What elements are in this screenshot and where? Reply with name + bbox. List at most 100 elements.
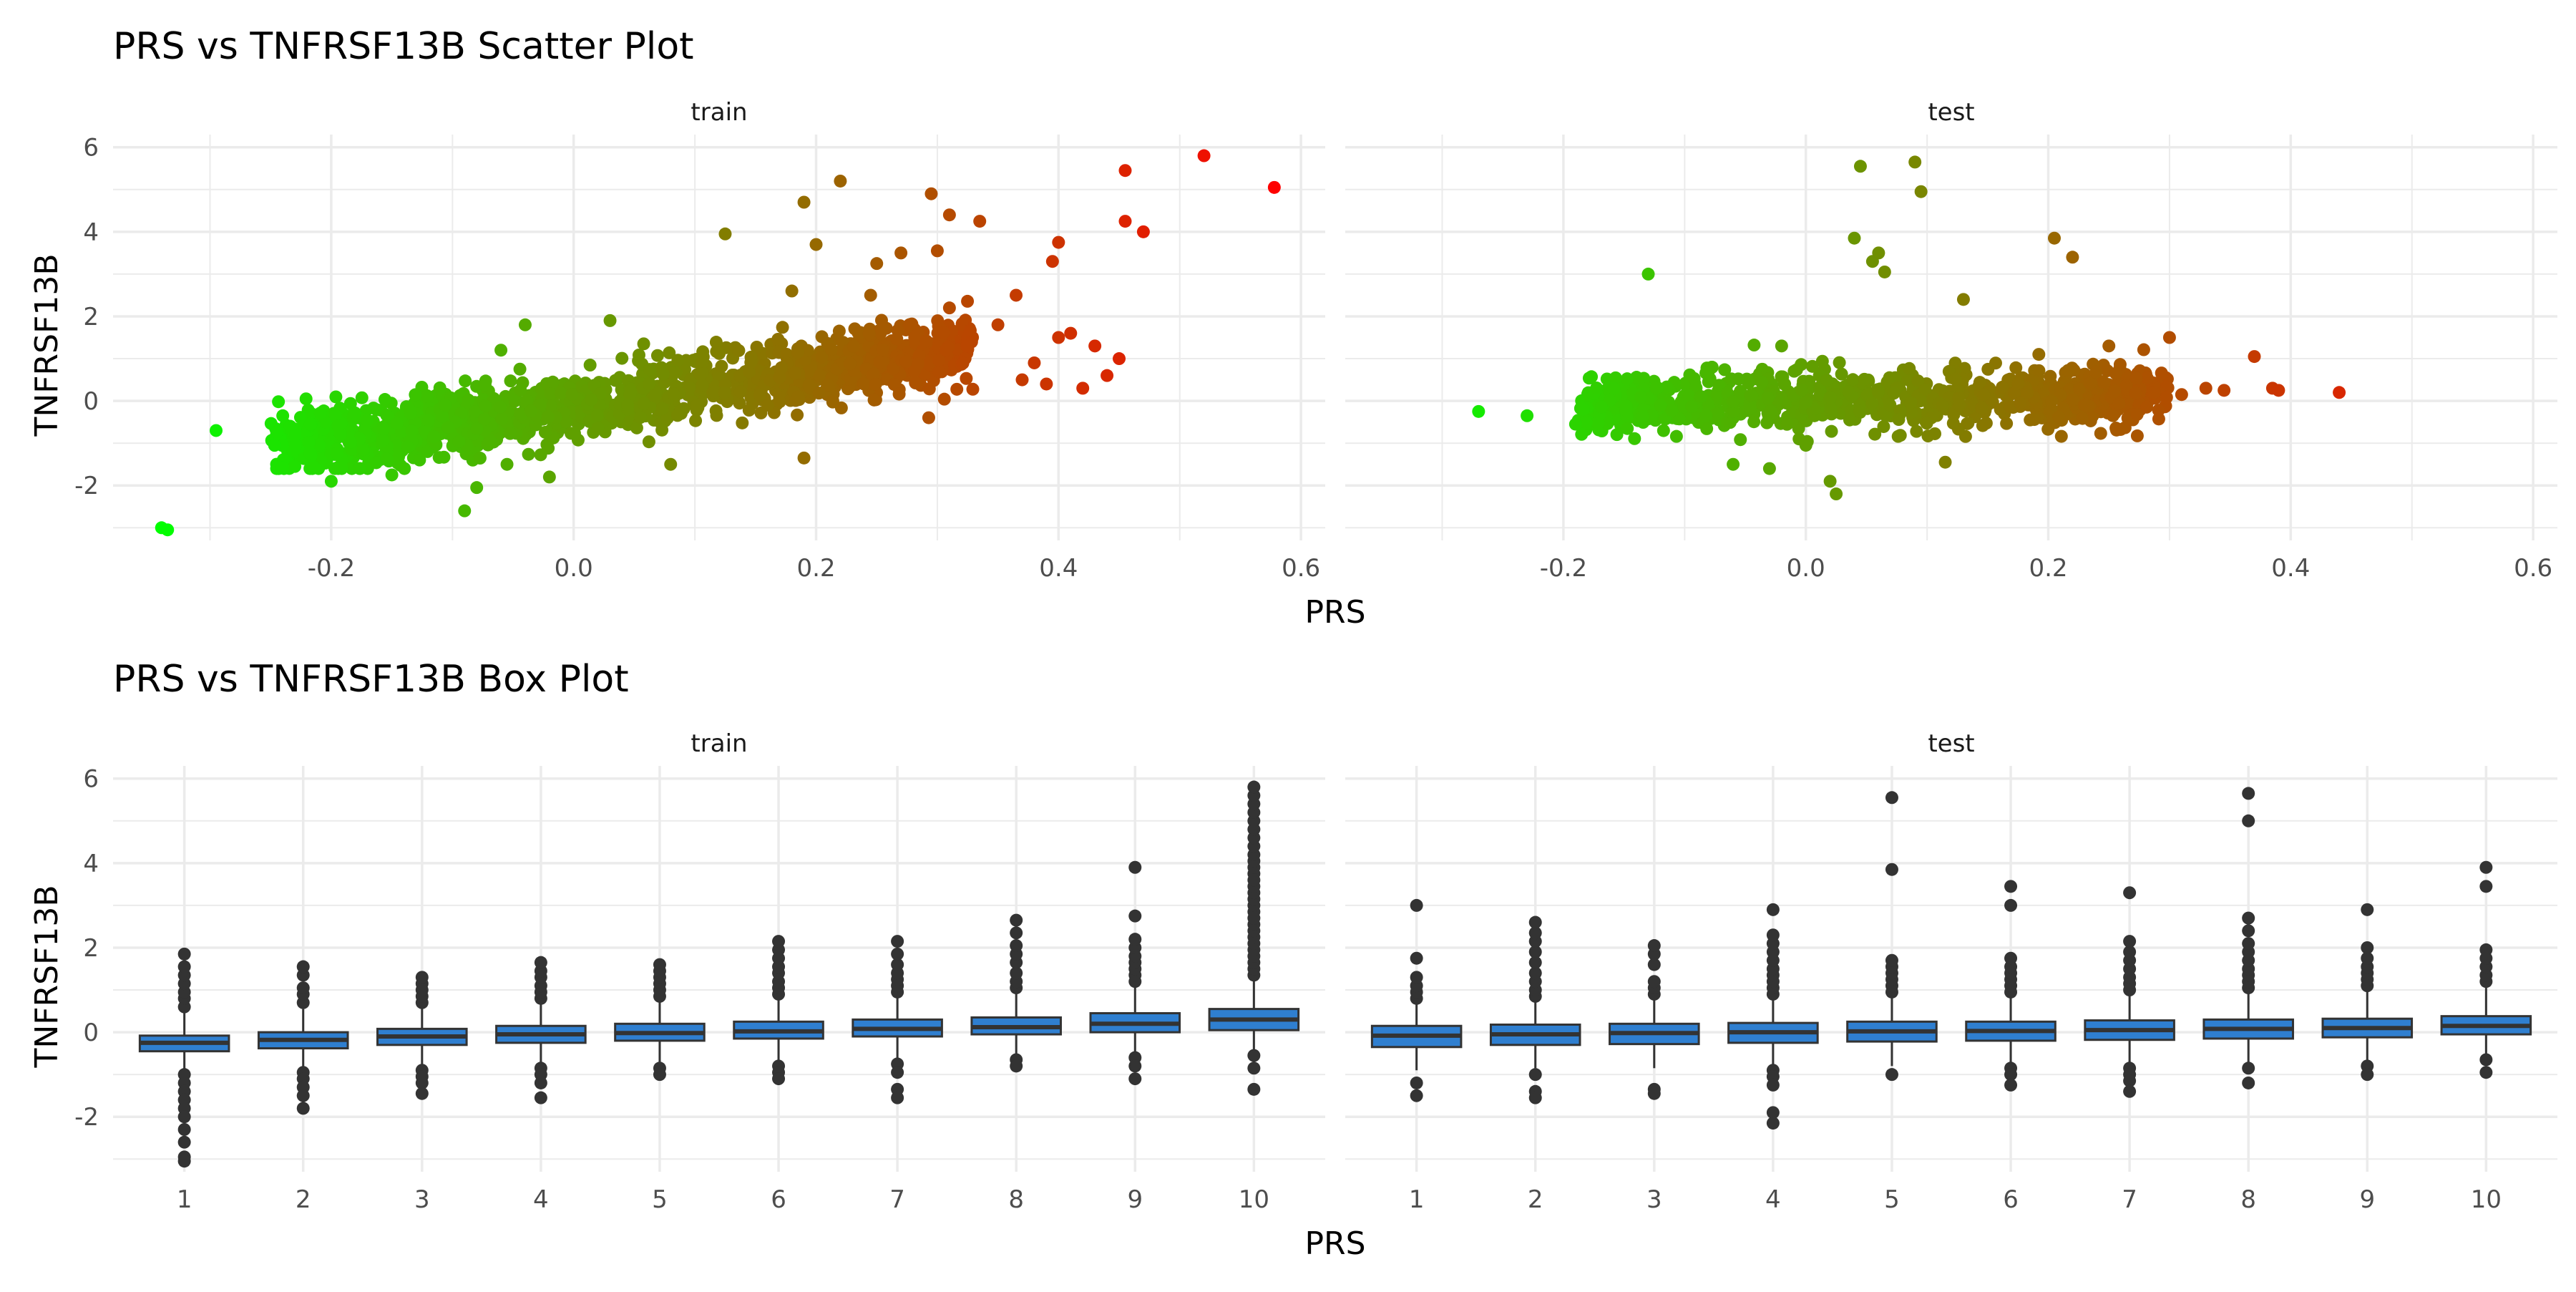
box-outlier: [1528, 956, 1542, 969]
scatter-point: [744, 356, 758, 369]
scatter-point: [743, 365, 756, 379]
scatter-point: [390, 417, 404, 430]
scatter-point: [504, 374, 517, 388]
scatter-point: [1744, 402, 1757, 415]
scatter-point: [513, 362, 527, 376]
scatter-point: [495, 412, 509, 426]
scatter-point: [912, 357, 925, 371]
scatter-point: [299, 392, 313, 406]
scatter-point: [642, 377, 655, 391]
scatter-point: [1665, 404, 1679, 417]
scatter-point: [2102, 339, 2116, 353]
scatter-point: [1744, 389, 1757, 402]
scatter-point: [1865, 397, 1878, 410]
box-outlier: [296, 981, 310, 995]
box-facet-label-train: train: [691, 729, 747, 758]
scatter-point: [834, 174, 847, 188]
box-chart-title: PRS vs TNFRSF13B Box Plot: [113, 658, 629, 701]
box-outlier: [1528, 1091, 1542, 1104]
scatter-point: [924, 187, 938, 200]
box-outlier: [2123, 886, 2137, 900]
scatter-point: [2106, 409, 2119, 422]
scatter-point: [1742, 377, 1755, 390]
scatter-panel-train: -0.2 0.0 0.2 0.4 0.6 -2 0 2 4 6: [74, 134, 1325, 583]
scatter-point: [937, 326, 950, 339]
scatter-point: [1858, 372, 1871, 386]
scatter-point: [1892, 413, 1906, 427]
x-tick-label: 9: [2359, 1185, 2375, 1214]
scatter-point: [2066, 251, 2079, 264]
x-tick-label: 4: [533, 1185, 549, 1214]
box-outlier: [1128, 1059, 1142, 1073]
scatter-point: [1878, 265, 1891, 278]
scatter-point: [909, 376, 922, 389]
box-outlier: [2242, 1076, 2255, 1089]
x-tick-label: 10: [2471, 1185, 2502, 1214]
box-outlier: [1247, 1062, 1261, 1075]
scatter-point: [1590, 382, 1604, 395]
scatter-point: [643, 363, 656, 377]
scatter-point: [773, 371, 786, 384]
scatter-point: [590, 409, 604, 422]
box-outlier: [534, 956, 547, 969]
scatter-point: [1853, 404, 1866, 418]
scatter-point: [1830, 487, 1843, 501]
scatter-point: [1883, 398, 1897, 412]
box-outlier: [415, 1087, 429, 1100]
scatter-point: [398, 462, 411, 475]
box-outlier: [2479, 943, 2493, 956]
scatter-point: [921, 356, 935, 370]
box-outlier: [2479, 1066, 2493, 1079]
scatter-point: [328, 409, 342, 422]
scatter-point: [2032, 348, 2046, 361]
scatter-point: [538, 425, 552, 439]
scatter-point: [1607, 382, 1621, 395]
scatter-point: [1657, 424, 1670, 437]
scatter-panel-test: -0.2 0.0 0.2 0.4 0.6: [1345, 135, 2557, 583]
scatter-point: [812, 387, 826, 400]
box-outlier: [1528, 945, 1542, 958]
scatter-point: [2114, 422, 2127, 436]
box-outlier: [2361, 1068, 2374, 1082]
scatter-point: [753, 389, 766, 402]
box-panel-train: 1 2 3 4 5 6 7 8 9 10 -2 0 2 4 6: [74, 765, 1325, 1214]
box-outlier: [772, 1072, 786, 1086]
scatter-point: [1780, 417, 1794, 431]
scatter-point: [1709, 407, 1723, 421]
scatter-point: [1805, 359, 1819, 373]
scatter-point: [1045, 255, 1059, 268]
box-outlier: [1766, 1117, 1780, 1130]
scatter-point: [462, 393, 475, 407]
y-tick-label: -2: [74, 1103, 99, 1132]
box-outlier: [1410, 898, 1423, 912]
scatter-point: [689, 414, 703, 427]
x-tick-label: 0.4: [1039, 554, 1078, 583]
box-outlier: [1247, 780, 1261, 794]
box-outlier: [534, 1091, 547, 1104]
scatter-point: [857, 377, 870, 391]
scatter-point: [331, 419, 345, 433]
scatter-point: [775, 361, 789, 374]
box-outlier: [2479, 1053, 2493, 1067]
box-facet-label-test: test: [1928, 729, 1974, 758]
scatter-point: [773, 395, 786, 409]
scatter-point: [713, 346, 726, 360]
scatter-point: [2045, 394, 2059, 408]
scatter-chart-title: PRS vs TNFRSF13B Scatter Plot: [113, 25, 694, 68]
scatter-point: [922, 382, 936, 396]
scatter-point: [1636, 409, 1649, 423]
scatter-point: [324, 475, 338, 488]
x-tick-label: 7: [2122, 1185, 2137, 1214]
scatter-point: [2199, 382, 2212, 395]
x-tick-label: 5: [652, 1185, 668, 1214]
scatter-point: [2000, 417, 2014, 430]
scatter-point: [1472, 404, 1485, 418]
box-outlier: [296, 960, 310, 973]
scatter-point: [544, 387, 557, 400]
scatter-point: [1727, 404, 1740, 418]
scatter-point: [1699, 409, 1713, 422]
scatter-point: [950, 382, 964, 396]
scatter-point: [2272, 384, 2285, 397]
scatter-point: [1076, 382, 1090, 395]
scatter-point: [939, 343, 952, 356]
